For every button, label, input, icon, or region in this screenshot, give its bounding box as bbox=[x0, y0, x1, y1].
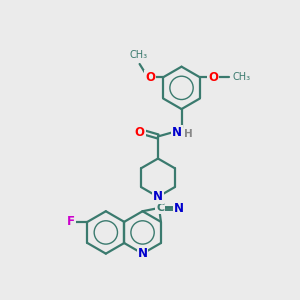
Text: N: N bbox=[153, 190, 163, 203]
Text: N: N bbox=[138, 247, 148, 260]
Text: N: N bbox=[173, 202, 184, 215]
Text: O: O bbox=[208, 71, 218, 84]
Text: N: N bbox=[172, 125, 182, 139]
Text: H: H bbox=[184, 128, 193, 139]
Text: F: F bbox=[67, 215, 75, 228]
Text: O: O bbox=[145, 71, 155, 84]
Text: C: C bbox=[156, 203, 164, 213]
Text: CH₃: CH₃ bbox=[232, 72, 250, 82]
Text: O: O bbox=[135, 125, 145, 139]
Text: CH₃: CH₃ bbox=[129, 50, 147, 60]
